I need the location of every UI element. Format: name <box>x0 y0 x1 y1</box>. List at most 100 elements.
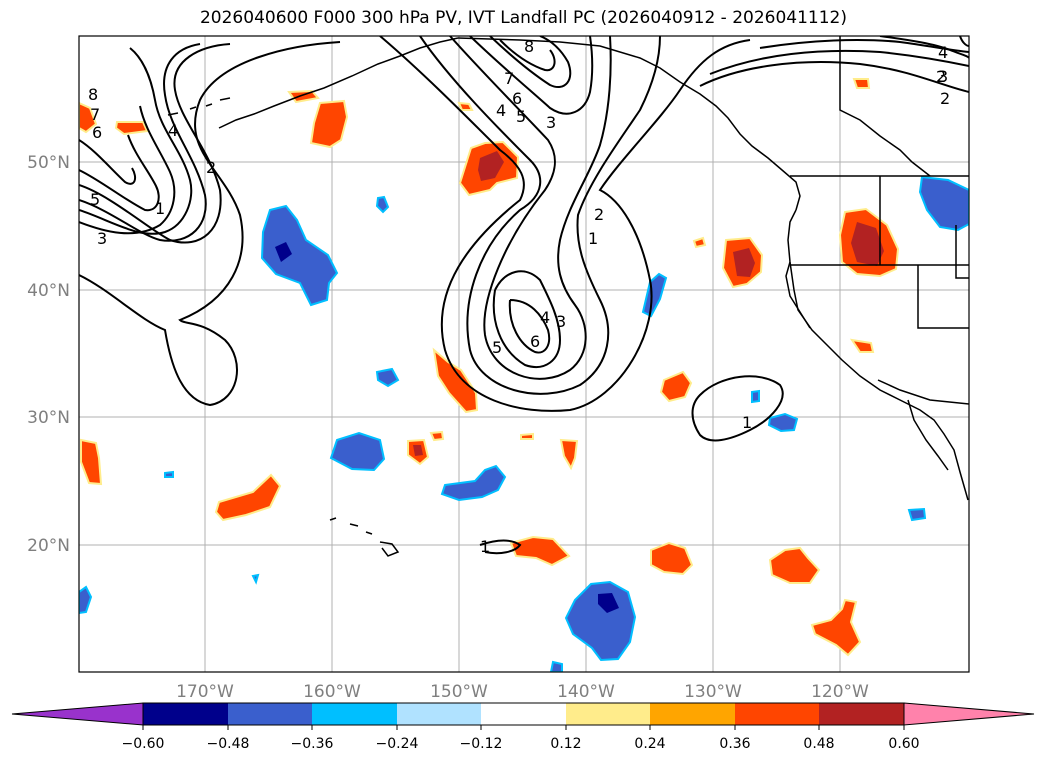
contour-label: 5 <box>516 107 526 126</box>
positive-patch-core <box>733 248 755 277</box>
ivt-positive-anomalies <box>79 78 900 657</box>
contour-label: 8 <box>88 85 98 104</box>
alaska-gulf-coast <box>457 37 801 211</box>
contour-label: 1 <box>480 537 490 556</box>
contour-label: 2 <box>936 67 946 86</box>
map-title: 2026040600 F000 300 hPa PV, IVT Landfall… <box>199 8 847 28</box>
contour-label: 3 <box>938 67 948 86</box>
contour-label: 4 <box>540 308 550 327</box>
pv-mid-7 <box>489 36 572 88</box>
contour-label: 3 <box>556 312 566 331</box>
negative-patch <box>918 175 969 232</box>
positive-patch <box>214 473 282 522</box>
pv-contour-8 <box>79 139 137 185</box>
pv-contour-5 <box>79 47 193 235</box>
negative-patch <box>549 660 563 672</box>
negative-patch <box>164 470 174 478</box>
negative-patch <box>767 412 799 433</box>
baja <box>907 399 949 471</box>
colorbar-extend-left <box>11 702 144 726</box>
pv-mid-3 <box>449 36 612 380</box>
pv-mid-1 <box>379 36 751 412</box>
pv-east-1 <box>699 61 969 93</box>
hawaii-islands <box>329 517 400 557</box>
graticule <box>79 36 969 672</box>
contour-label: 8 <box>524 37 534 56</box>
contour-label: 3 <box>546 113 556 132</box>
positive-patch-core <box>478 151 504 181</box>
colorbar-segment <box>312 703 397 725</box>
coastlines <box>167 36 969 557</box>
positive-patch <box>692 236 707 249</box>
negative-patch <box>440 464 507 502</box>
positive-patch-core <box>851 222 884 266</box>
pv-east-2 <box>709 49 969 75</box>
contour-label: 5 <box>90 190 100 209</box>
colorbar-segment <box>566 703 650 725</box>
colorbar-extend-right <box>903 702 1035 726</box>
map-frame <box>78 35 970 673</box>
bc-coast <box>787 209 969 501</box>
pv-east-5 <box>959 36 969 47</box>
contour-label: 2 <box>940 89 950 108</box>
pv-east-4 <box>879 36 969 59</box>
positive-patch <box>429 430 445 442</box>
positive-patch <box>559 438 579 471</box>
contour-label: 4 <box>938 43 948 62</box>
ivt-negative-anomalies <box>79 175 969 672</box>
negative-patch-core <box>275 242 292 262</box>
contour-label: 2 <box>594 205 604 224</box>
positive-patch-core <box>413 445 423 456</box>
pv-contour-6 <box>79 105 176 235</box>
contour-label: 4 <box>496 101 506 120</box>
negative-patch <box>79 585 93 615</box>
colorbar-segment <box>397 703 481 725</box>
colorbar-tick-label: 0.36 <box>719 736 750 752</box>
alaska-interior <box>839 36 931 177</box>
lon-label: 120°W <box>811 682 869 702</box>
lat-label: 40°N <box>27 281 70 301</box>
pv-contour-4 <box>79 43 207 242</box>
colorbar-tick-label: −0.12 <box>460 736 503 752</box>
positive-patch <box>509 535 571 567</box>
pv-subtropic-2 <box>479 539 522 555</box>
positive-patch <box>80 438 103 486</box>
pv-mid-6 <box>508 299 551 354</box>
pv-contours <box>79 36 969 555</box>
negative-patch <box>375 367 400 388</box>
negative-patch <box>907 507 927 522</box>
negative-patch <box>329 431 386 472</box>
positive-patch <box>852 78 871 89</box>
colorbar: −0.60 −0.48 −0.36 −0.24 −0.12 0.12 0.24 … <box>11 702 1035 752</box>
state-line-4 <box>955 225 969 279</box>
contour-label: 7 <box>504 69 514 88</box>
negative-patch <box>564 580 637 662</box>
colorbar-segment <box>143 703 228 725</box>
colorbar-tick-label: −0.60 <box>122 736 165 752</box>
colorbar-segment <box>650 703 735 725</box>
alaska-coast <box>218 37 459 129</box>
pv-contour-7 <box>79 134 160 212</box>
colorbar-tick-label: −0.24 <box>376 736 419 752</box>
positive-patch <box>309 99 349 149</box>
contour-label: 1 <box>742 413 752 432</box>
california-coast <box>785 261 811 329</box>
colorbar-tick-label: −0.36 <box>291 736 334 752</box>
lon-label: 160°W <box>303 682 361 702</box>
positive-patch <box>457 101 474 111</box>
colorbar-tick-label: 0.12 <box>550 736 581 752</box>
contour-label: 1 <box>155 199 165 218</box>
positive-patch <box>650 541 694 576</box>
contour-label: 7 <box>90 105 100 124</box>
contour-label: 6 <box>92 123 102 142</box>
positive-patch <box>849 338 875 353</box>
lon-label: 170°W <box>176 682 234 702</box>
positive-patch <box>432 347 479 414</box>
lat-label: 20°N <box>27 536 70 556</box>
map-panel: 8 7 6 5 4 3 2 1 7 8 4 5 6 3 2 4 3 2 1 2 … <box>79 36 969 672</box>
lat-label: 50°N <box>27 153 70 173</box>
colorbar-segment <box>819 703 904 725</box>
negative-patch <box>751 389 760 404</box>
pv-mid-5 <box>492 270 562 368</box>
